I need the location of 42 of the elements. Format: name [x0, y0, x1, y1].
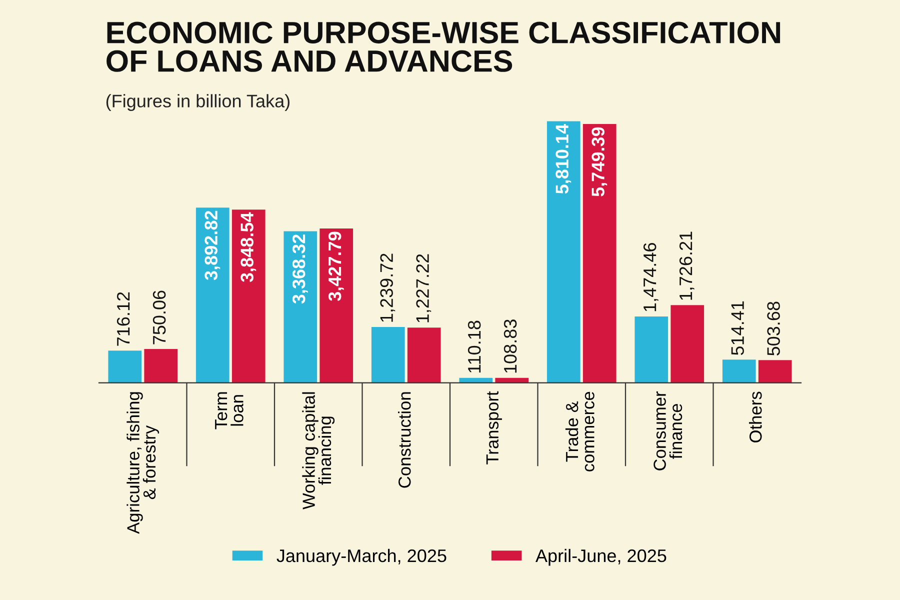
data-label: 3,892.82 [204, 210, 220, 280]
x-tick-label: Agriculture, fishing & forestry [126, 392, 160, 534]
data-label: 3,368.32 [292, 234, 308, 304]
x-tick-label: Consumer finance [654, 391, 682, 470]
data-label: 750.06 [152, 290, 166, 344]
bar [582, 124, 616, 383]
bar [758, 360, 792, 383]
data-label: 1,474.46 [643, 243, 658, 312]
bar [108, 350, 142, 383]
x-tick-label: Trade & commerce [565, 392, 594, 472]
data-label: 110.18 [468, 320, 481, 373]
bar [634, 316, 668, 383]
data-label: 503.68 [767, 302, 780, 356]
bar [371, 327, 405, 383]
x-tick-label: Term loan [215, 392, 244, 430]
bar [232, 210, 266, 383]
legend-label: January-March, 2025 [276, 548, 446, 566]
bar [196, 208, 230, 383]
x-tick-label: Construction [398, 392, 411, 488]
data-label: 108.83 [504, 320, 517, 373]
bar [407, 328, 441, 383]
bar [144, 349, 178, 383]
data-label: 3,427.79 [328, 232, 344, 302]
chart-title: ECONOMIC PURPOSE-WISE CLASSIFICATION OF LOANS AND ADVANCES [106, 22, 780, 72]
bar [670, 305, 704, 383]
x-tick-label: Transport [486, 391, 502, 464]
x-tick-label: Working capital financing [302, 392, 335, 510]
data-label: 1,227.22 [416, 254, 432, 322]
legend-label: April-June, 2025 [536, 548, 666, 566]
data-label: 1,726.21 [679, 232, 694, 300]
data-label: 716.12 [116, 292, 130, 346]
data-label: 3,848.54 [240, 212, 256, 282]
bar [320, 228, 354, 383]
data-label: 5,749.39 [592, 127, 608, 196]
data-label: 5,810.14 [556, 124, 572, 194]
bar [546, 121, 580, 383]
bar [722, 360, 756, 383]
bar [284, 231, 318, 383]
data-label: 514.41 [731, 301, 744, 356]
x-tick-label: Others [749, 392, 762, 442]
chart-subtitle: (Figures in billion Taka) [106, 94, 290, 111]
data-label: 1,239.72 [380, 254, 396, 322]
